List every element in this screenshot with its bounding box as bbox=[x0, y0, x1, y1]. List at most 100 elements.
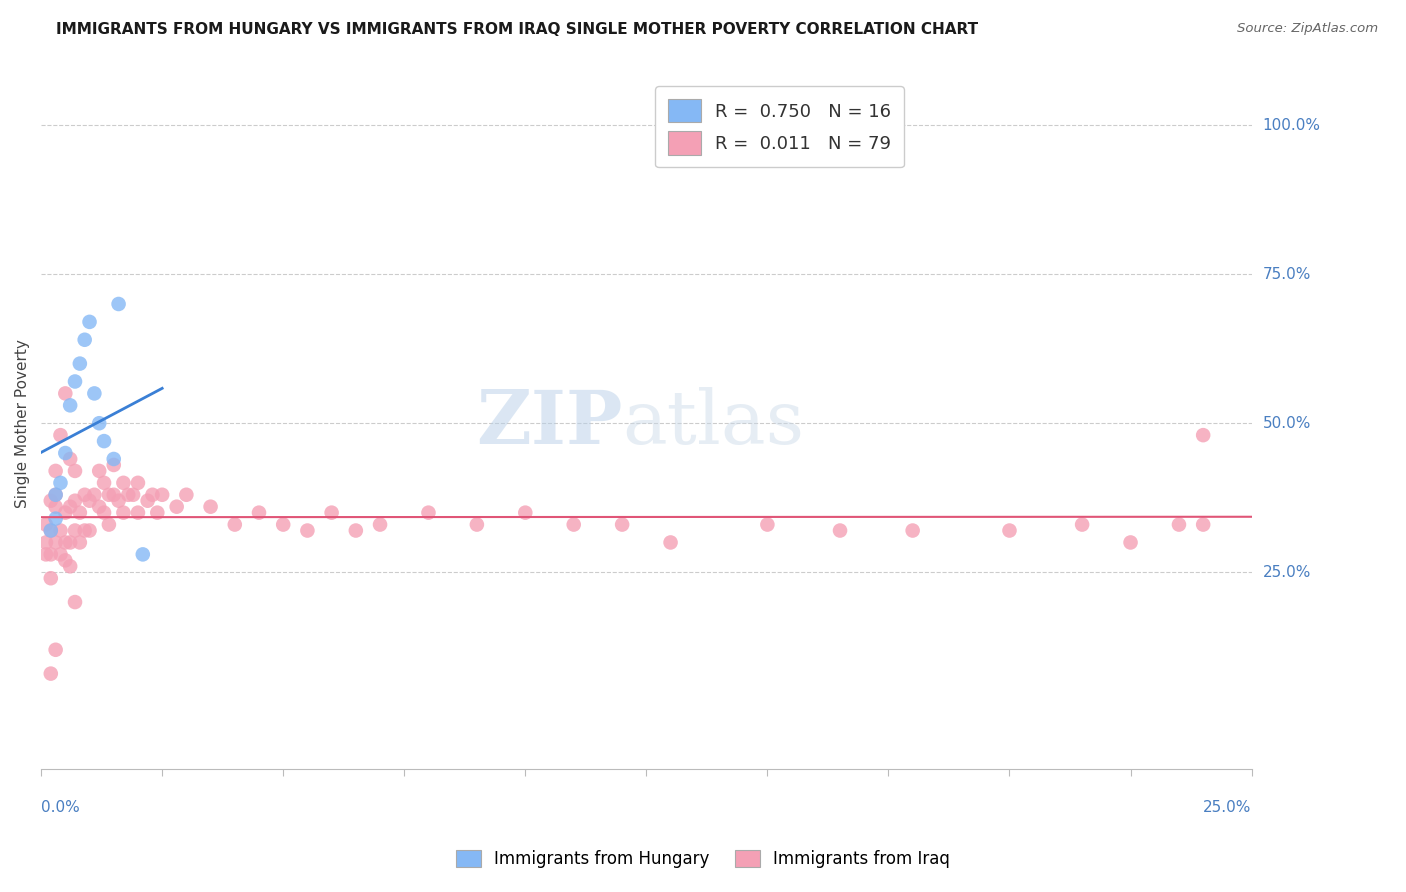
Point bbox=[297, 524, 319, 538]
Point bbox=[39, 524, 62, 538]
Point bbox=[141, 488, 163, 502]
Point bbox=[112, 506, 135, 520]
Text: atlas: atlas bbox=[621, 387, 804, 459]
Point bbox=[224, 517, 246, 532]
Point bbox=[166, 500, 188, 514]
Point bbox=[45, 488, 67, 502]
Point bbox=[146, 506, 169, 520]
Point bbox=[79, 524, 101, 538]
Point bbox=[271, 517, 294, 532]
Point bbox=[107, 297, 129, 311]
Point bbox=[1071, 517, 1094, 532]
Point bbox=[659, 535, 682, 549]
Point bbox=[35, 535, 58, 549]
Point bbox=[63, 595, 86, 609]
Point bbox=[103, 458, 125, 472]
Point bbox=[59, 452, 82, 467]
Point bbox=[828, 524, 851, 538]
Point bbox=[1192, 428, 1215, 442]
Point bbox=[200, 500, 222, 514]
Point bbox=[53, 553, 76, 567]
Point bbox=[49, 475, 72, 490]
Point bbox=[103, 452, 125, 467]
Point bbox=[69, 357, 91, 371]
Text: 25.0%: 25.0% bbox=[1204, 799, 1251, 814]
Point bbox=[1119, 535, 1142, 549]
Point bbox=[59, 398, 82, 412]
Point bbox=[321, 506, 343, 520]
Point bbox=[93, 506, 115, 520]
Text: Source: ZipAtlas.com: Source: ZipAtlas.com bbox=[1237, 22, 1378, 36]
Point bbox=[1168, 517, 1191, 532]
Legend: R =  0.750   N = 16, R =  0.011   N = 79: R = 0.750 N = 16, R = 0.011 N = 79 bbox=[655, 87, 904, 167]
Point bbox=[73, 333, 96, 347]
Point bbox=[127, 506, 149, 520]
Point bbox=[45, 535, 67, 549]
Point bbox=[53, 446, 76, 460]
Point bbox=[45, 488, 67, 502]
Y-axis label: Single Mother Poverty: Single Mother Poverty bbox=[15, 339, 30, 508]
Point bbox=[103, 488, 125, 502]
Point bbox=[127, 475, 149, 490]
Point bbox=[39, 493, 62, 508]
Text: 0.0%: 0.0% bbox=[41, 799, 80, 814]
Point bbox=[53, 506, 76, 520]
Point bbox=[53, 535, 76, 549]
Point bbox=[63, 493, 86, 508]
Point bbox=[39, 571, 62, 585]
Point bbox=[69, 506, 91, 520]
Text: 100.0%: 100.0% bbox=[1263, 118, 1320, 133]
Point bbox=[368, 517, 391, 532]
Point bbox=[39, 524, 62, 538]
Point bbox=[756, 517, 779, 532]
Point bbox=[610, 517, 633, 532]
Text: IMMIGRANTS FROM HUNGARY VS IMMIGRANTS FROM IRAQ SINGLE MOTHER POVERTY CORRELATIO: IMMIGRANTS FROM HUNGARY VS IMMIGRANTS FR… bbox=[56, 22, 979, 37]
Point bbox=[132, 548, 155, 562]
Point bbox=[73, 488, 96, 502]
Point bbox=[49, 428, 72, 442]
Point bbox=[49, 548, 72, 562]
Point bbox=[562, 517, 585, 532]
Point bbox=[515, 506, 537, 520]
Point bbox=[59, 500, 82, 514]
Point bbox=[35, 517, 58, 532]
Point bbox=[176, 488, 198, 502]
Point bbox=[465, 517, 488, 532]
Point bbox=[63, 524, 86, 538]
Point bbox=[150, 488, 173, 502]
Point bbox=[93, 475, 115, 490]
Point bbox=[97, 517, 120, 532]
Point bbox=[45, 464, 67, 478]
Point bbox=[73, 524, 96, 538]
Point bbox=[112, 475, 135, 490]
Point bbox=[63, 375, 86, 389]
Point bbox=[69, 535, 91, 549]
Point bbox=[39, 548, 62, 562]
Point bbox=[59, 535, 82, 549]
Text: 75.0%: 75.0% bbox=[1263, 267, 1310, 282]
Point bbox=[59, 559, 82, 574]
Point bbox=[83, 488, 105, 502]
Legend: Immigrants from Hungary, Immigrants from Iraq: Immigrants from Hungary, Immigrants from… bbox=[450, 843, 956, 875]
Point bbox=[63, 464, 86, 478]
Point bbox=[117, 488, 139, 502]
Point bbox=[79, 493, 101, 508]
Point bbox=[998, 524, 1021, 538]
Point bbox=[136, 493, 159, 508]
Point bbox=[83, 386, 105, 401]
Point bbox=[79, 315, 101, 329]
Point bbox=[49, 524, 72, 538]
Point bbox=[45, 500, 67, 514]
Text: 25.0%: 25.0% bbox=[1263, 565, 1310, 580]
Text: 50.0%: 50.0% bbox=[1263, 416, 1310, 431]
Point bbox=[122, 488, 145, 502]
Point bbox=[901, 524, 924, 538]
Point bbox=[35, 548, 58, 562]
Point bbox=[93, 434, 115, 449]
Point bbox=[418, 506, 440, 520]
Point bbox=[247, 506, 270, 520]
Point bbox=[1192, 517, 1215, 532]
Point bbox=[53, 386, 76, 401]
Point bbox=[97, 488, 120, 502]
Point bbox=[45, 642, 67, 657]
